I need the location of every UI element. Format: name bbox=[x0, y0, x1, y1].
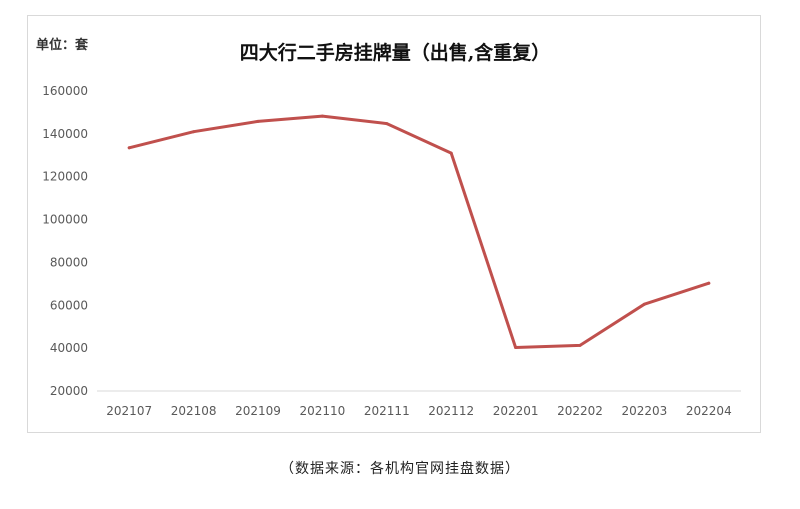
data-point bbox=[514, 346, 518, 349]
data-point bbox=[578, 343, 582, 347]
x-tick-label: 202108 bbox=[171, 404, 217, 418]
y-tick-label: 140000 bbox=[42, 127, 88, 141]
x-tick-label: 202110 bbox=[299, 404, 345, 418]
y-tick-label: 80000 bbox=[50, 255, 88, 269]
y-tick-label: 40000 bbox=[50, 341, 88, 355]
y-tick-label: 160000 bbox=[42, 84, 88, 98]
x-tick-label: 202204 bbox=[686, 404, 732, 418]
source-note: （数据来源：各机构官网挂盘数据） bbox=[280, 461, 520, 477]
data-point bbox=[127, 146, 131, 150]
y-tick-label: 60000 bbox=[50, 298, 88, 312]
data-point bbox=[320, 114, 324, 118]
data-point bbox=[642, 302, 646, 306]
series-line bbox=[127, 114, 711, 349]
chart-title: 四大行二手房挂牌量（出售,含重复） bbox=[0, 38, 800, 65]
x-tick-label: 202201 bbox=[493, 404, 539, 418]
x-tick-label: 202111 bbox=[364, 404, 410, 418]
y-tick-label: 20000 bbox=[50, 384, 88, 398]
x-axis: 202107 202108 202109 202110 202111 202112 2022… bbox=[97, 390, 741, 418]
x-tick-label: 202109 bbox=[235, 404, 281, 418]
series-group bbox=[127, 114, 711, 349]
x-tick-label: 202112 bbox=[428, 404, 474, 418]
data-point bbox=[449, 151, 453, 155]
chart-frame bbox=[27, 15, 761, 433]
x-tick-label: 202107 bbox=[106, 404, 152, 418]
y-tick-label: 120000 bbox=[42, 170, 88, 184]
x-tick-label: 202203 bbox=[621, 404, 667, 418]
data-point bbox=[707, 281, 711, 285]
chart-title-text: 四大行二手房挂牌量（出售,含重复） bbox=[239, 42, 551, 64]
y-tick-label: 100000 bbox=[42, 213, 88, 227]
unit-label: 单位：套 bbox=[36, 38, 89, 53]
data-point bbox=[256, 119, 260, 123]
x-tick-label: 202202 bbox=[557, 404, 603, 418]
y-axis: 20000 40000 60000 80000 100000 120000 140000 16… bbox=[42, 84, 88, 398]
data-point bbox=[192, 130, 196, 134]
data-point bbox=[385, 122, 389, 126]
